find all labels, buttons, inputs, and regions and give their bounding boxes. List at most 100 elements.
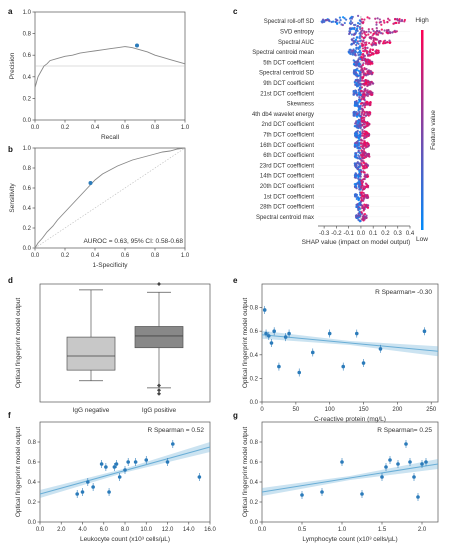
c-shap-point xyxy=(358,22,361,25)
c-shap-point xyxy=(350,33,354,36)
e-regression-line xyxy=(261,334,439,352)
b-chance-line xyxy=(34,147,186,249)
c-shap-point xyxy=(372,29,375,33)
c-shap-point xyxy=(359,20,362,23)
c-shap-point xyxy=(352,49,355,52)
c-shap-point xyxy=(370,81,373,84)
c-shap-point xyxy=(371,48,374,51)
c-shap-point xyxy=(361,128,364,131)
c-shap-point xyxy=(360,79,364,82)
c-shap-point xyxy=(359,93,362,97)
c-shap-point xyxy=(324,19,327,22)
c-shap-point xyxy=(358,37,361,40)
c-shap-point xyxy=(382,40,385,43)
c-feature-label: 1st DCT coefficient xyxy=(264,194,315,200)
f-xtick-label: 6.0 xyxy=(100,527,109,533)
c-shap-point xyxy=(363,66,366,70)
c-shap-point xyxy=(355,214,358,217)
c-shap-point xyxy=(360,124,363,127)
d-axes-frame xyxy=(39,283,211,403)
c-feature-label: 9th DCT coefficient xyxy=(263,81,314,87)
c-shap-point xyxy=(364,204,367,207)
d-flier xyxy=(157,388,161,393)
c-shap-point xyxy=(357,162,360,165)
c-xtick-label: -0.1 xyxy=(343,231,354,237)
c-shap-point xyxy=(359,34,362,37)
b-xtick-label: 0.6 xyxy=(121,253,130,259)
c-shap-point xyxy=(353,193,357,196)
g-spearman-annotation: R Spearman= 0.25 xyxy=(377,427,432,434)
panel-d-boxplot: Optical fingerprint model output IgG nega… xyxy=(15,282,211,414)
c-shap-point xyxy=(361,32,364,35)
c-shap-point xyxy=(352,41,355,45)
c-shap-point xyxy=(355,69,358,72)
c-shap-point xyxy=(354,195,357,198)
c-shap-point xyxy=(354,132,357,135)
c-shap-point xyxy=(359,126,362,130)
d-flier xyxy=(157,391,161,396)
e-ytick-label: 0.8 xyxy=(250,306,259,312)
c-shap-point xyxy=(361,182,364,185)
b-xtick-label: 0.2 xyxy=(61,253,70,259)
c-shap-point xyxy=(365,30,368,34)
c-shap-point xyxy=(354,122,357,125)
c-shap-point xyxy=(359,142,363,145)
c-shap-point xyxy=(364,146,367,149)
e-xtick-label: 200 xyxy=(392,407,403,413)
c-shap-point xyxy=(354,184,358,188)
c-xlabel: SHAP value (impact on model output) xyxy=(302,239,411,246)
g-xtick-label: 0.0 xyxy=(258,527,267,533)
f-xtick-label: 0.0 xyxy=(36,527,45,533)
c-shap-point xyxy=(388,39,391,42)
c-shap-point xyxy=(364,131,368,134)
a-xlabel: Recall xyxy=(101,134,120,141)
c-shap-point xyxy=(363,92,366,95)
c-shap-point xyxy=(364,114,368,117)
c-shap-point xyxy=(360,102,363,105)
c-shap-point xyxy=(356,122,360,125)
c-shap-point xyxy=(386,41,389,44)
c-shap-point xyxy=(353,27,356,31)
c-shap-point xyxy=(355,43,358,47)
c-shap-point xyxy=(362,185,365,188)
b-axes-frame xyxy=(34,147,186,249)
c-shap-point xyxy=(377,40,381,43)
panel-a-precision-recall: 0.0 0.2 0.4 0.6 0.8 1.0 0.0 0.2 0.4 0.6 0.8 1.0 Reca… xyxy=(9,10,190,141)
c-shap-point xyxy=(356,40,360,43)
e-xtick-label: 150 xyxy=(359,407,370,413)
c-shap-point xyxy=(357,154,360,157)
c-shap-point xyxy=(364,81,368,84)
c-shap-point xyxy=(358,26,361,29)
b-ytick-label: 0.8 xyxy=(23,166,32,172)
c-shap-point xyxy=(364,151,367,154)
g-xtick-label: 1.5 xyxy=(378,527,387,533)
c-shap-point xyxy=(364,46,367,50)
c-shap-point xyxy=(355,205,358,209)
c-shap-point xyxy=(369,31,372,34)
c-shap-point xyxy=(359,196,363,199)
c-shap-point xyxy=(362,57,365,60)
c-shap-point xyxy=(382,19,385,22)
b-xtick-label: 1.0 xyxy=(181,253,190,259)
c-shap-point xyxy=(356,203,359,206)
g-ytick-label: 0.4 xyxy=(250,480,259,486)
c-shap-point xyxy=(368,155,371,158)
c-shap-point xyxy=(321,21,324,24)
g-ylabel: Optical fingerprint model output xyxy=(242,427,249,518)
c-shap-point xyxy=(360,116,364,119)
c-shap-point xyxy=(366,173,369,176)
c-shap-point xyxy=(374,50,377,53)
g-ytick-label: 0.0 xyxy=(250,520,259,526)
c-shap-point xyxy=(355,79,358,82)
d-ylabel: Optical fingerprint model output xyxy=(15,298,22,389)
c-shap-point xyxy=(354,182,358,186)
c-shap-point xyxy=(359,31,362,34)
a-ytick-label: 0.0 xyxy=(23,118,32,124)
c-shap-point xyxy=(393,18,397,21)
c-shap-point xyxy=(400,18,404,22)
c-shap-point xyxy=(386,31,389,35)
f-xlabel: Leukocyte count (x10³ cells/µL) xyxy=(80,536,170,543)
c-shap-point xyxy=(357,166,360,169)
a-xtick-label: 0.6 xyxy=(121,125,130,131)
c-shap-point xyxy=(353,81,357,84)
